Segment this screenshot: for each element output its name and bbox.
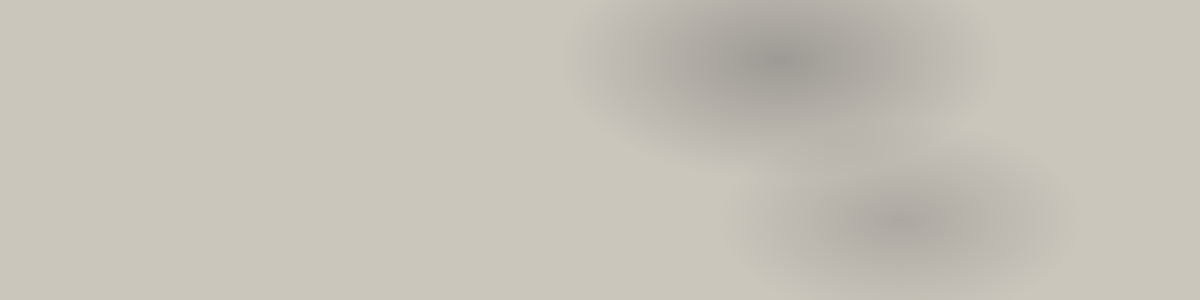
Text: in the circuit of: in the circuit of — [857, 217, 1003, 236]
Text: and the: and the — [901, 184, 979, 203]
Text: matching between unequal impedances on transmission lines. Using: matching between unequal impedances on t… — [58, 184, 710, 203]
Text: A T-pad attenuator is an attenuator network consisting of three non-inductive re: A T-pad attenuator is an attenuator netw… — [58, 85, 965, 104]
Text: figure 4.: figure 4. — [58, 250, 137, 269]
Text: Part 4:: Part 4: — [157, 43, 232, 62]
Text: current through R6: current through R6 — [653, 217, 857, 236]
Text: Norton’s Theorem: Norton’s Theorem — [710, 184, 901, 203]
Text: connected together to form a “T” configuration, (hence its name). As well as usi: connected together to form a “T” configu… — [58, 118, 929, 137]
Text: attenuator to reduce signal levels in a circuit with equal impedances, we can al: attenuator to reduce signal levels in a … — [58, 151, 1024, 170]
Text: voltage and resistor values from the table below, calculate the: voltage and resistor values from the tab… — [58, 217, 653, 236]
